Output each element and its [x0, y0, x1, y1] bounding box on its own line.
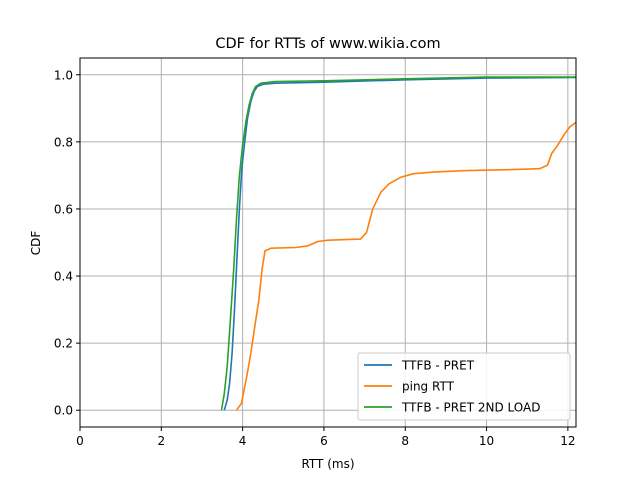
- x-tick-label: 2: [157, 434, 165, 448]
- series-line-2: [235, 121, 577, 411]
- plot-frame: [79, 57, 577, 428]
- y-tick-label: 0.4: [54, 270, 73, 284]
- y-tick-label: 1.0: [54, 68, 73, 82]
- x-tick-label: 10: [479, 434, 494, 448]
- legend-label-2: ping RTT: [402, 380, 455, 394]
- grid-lines: [79, 58, 576, 427]
- legend: TTFB - PRET ping RTT TTFB - PRET 2ND LOAD: [357, 352, 571, 421]
- legend-label-1: TTFB - PRET: [401, 359, 475, 373]
- x-tick-label: 0: [76, 434, 84, 448]
- chart-title: CDF for RTTs of www.wikia.com: [215, 36, 440, 52]
- legend-label-3: TTFB - PRET 2ND LOAD: [401, 401, 540, 415]
- series-line-3: [220, 76, 576, 411]
- x-tick-label: 6: [320, 434, 328, 448]
- y-tick-label: 0.8: [54, 135, 73, 149]
- x-tick-label: 8: [401, 434, 409, 448]
- x-axis-label: RTT (ms): [301, 457, 354, 471]
- series-line-1: [223, 76, 577, 411]
- y-axis-label: CDF: [29, 231, 43, 256]
- y-tick-label: 0.6: [54, 202, 73, 216]
- series-lines: [220, 76, 577, 411]
- y-tick-label: 0.2: [54, 337, 73, 351]
- legend-box: [357, 352, 571, 421]
- y-tick-label: 0.0: [54, 404, 73, 418]
- axes: 0 2 4 6 8 10 12 0.0 0.2 0.4 0.6 0.8 1.0: [54, 57, 577, 448]
- x-tick-label: 12: [560, 434, 575, 448]
- x-tick-label: 4: [239, 434, 247, 448]
